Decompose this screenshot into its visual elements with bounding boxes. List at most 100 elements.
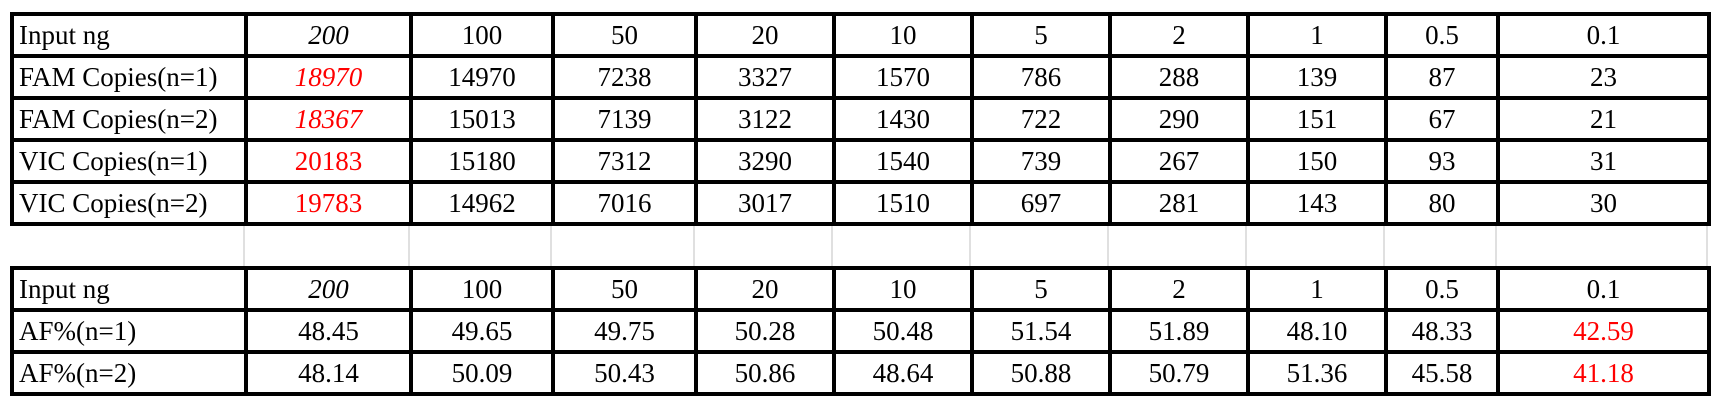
row-label-cell: FAM Copies(n=2) bbox=[10, 96, 248, 142]
value-cell: 7139 bbox=[551, 96, 698, 142]
value-cell: 7312 bbox=[551, 138, 698, 184]
value-cell: 51.36 bbox=[1246, 350, 1388, 396]
value-cell: 31 bbox=[1496, 138, 1711, 184]
value-cell: 23 bbox=[1496, 54, 1711, 100]
header-cell: 1 bbox=[1246, 266, 1388, 312]
header-cell: 10 bbox=[832, 12, 974, 58]
row-label-cell: AF%(n=2) bbox=[10, 350, 248, 396]
allele-fraction-table: Input ng 200 100 50 20 10 5 2 1 0.5 0.1 … bbox=[10, 266, 1711, 396]
gridline bbox=[693, 226, 695, 266]
value-cell: 51.89 bbox=[1108, 308, 1250, 354]
value-cell: 48.14 bbox=[244, 350, 413, 396]
table-row-vic-n2: VIC Copies(n=2) 19783 14962 7016 3017 15… bbox=[10, 180, 1711, 226]
header-cell: 20 bbox=[694, 12, 836, 58]
row-label-cell: FAM Copies(n=1) bbox=[10, 54, 248, 100]
header-cell: 5 bbox=[970, 266, 1112, 312]
gridline bbox=[243, 226, 245, 266]
value-cell: 48.45 bbox=[244, 308, 413, 354]
input-ng-header: Input ng bbox=[10, 266, 248, 312]
value-cell: 739 bbox=[970, 138, 1112, 184]
row-label-cell: VIC Copies(n=1) bbox=[10, 138, 248, 184]
header-cell: 200 bbox=[244, 266, 413, 312]
value-cell: 3327 bbox=[694, 54, 836, 100]
header-cell: 2 bbox=[1108, 266, 1250, 312]
value-cell: 51.54 bbox=[970, 308, 1112, 354]
value-cell: 50.86 bbox=[694, 350, 836, 396]
value-cell: 87 bbox=[1384, 54, 1500, 100]
gridline bbox=[1245, 226, 1247, 266]
value-cell: 21 bbox=[1496, 96, 1711, 142]
value-cell: 45.58 bbox=[1384, 350, 1500, 396]
value-cell: 151 bbox=[1246, 96, 1388, 142]
value-cell: 3290 bbox=[694, 138, 836, 184]
value-cell: 143 bbox=[1246, 180, 1388, 226]
spreadsheet-view: Input ng 200 100 50 20 10 5 2 1 0.5 0.1 … bbox=[10, 12, 1711, 396]
value-cell: 42.59 bbox=[1496, 308, 1711, 354]
gridline bbox=[1107, 226, 1109, 266]
value-cell: 1430 bbox=[832, 96, 974, 142]
value-cell: 50.28 bbox=[694, 308, 836, 354]
value-cell: 50.43 bbox=[551, 350, 698, 396]
gridline bbox=[969, 226, 971, 266]
value-cell: 150 bbox=[1246, 138, 1388, 184]
gridline bbox=[1706, 226, 1708, 266]
value-cell: 41.18 bbox=[1496, 350, 1711, 396]
header-cell: 50 bbox=[551, 12, 698, 58]
value-cell: 93 bbox=[1384, 138, 1500, 184]
value-cell: 14970 bbox=[409, 54, 555, 100]
spreadsheet-gap-row bbox=[10, 226, 1710, 266]
table-row-fam-n2: FAM Copies(n=2) 18367 15013 7139 3122 14… bbox=[10, 96, 1711, 142]
value-cell: 80 bbox=[1384, 180, 1500, 226]
table-row-vic-n1: VIC Copies(n=1) 20183 15180 7312 3290 15… bbox=[10, 138, 1711, 184]
value-cell: 7016 bbox=[551, 180, 698, 226]
value-cell: 7238 bbox=[551, 54, 698, 100]
copies-table: Input ng 200 100 50 20 10 5 2 1 0.5 0.1 … bbox=[10, 12, 1711, 226]
value-cell: 722 bbox=[970, 96, 1112, 142]
value-cell: 18367 bbox=[244, 96, 413, 142]
value-cell: 786 bbox=[970, 54, 1112, 100]
value-cell: 290 bbox=[1108, 96, 1250, 142]
value-cell: 1570 bbox=[832, 54, 974, 100]
value-cell: 3017 bbox=[694, 180, 836, 226]
value-cell: 697 bbox=[970, 180, 1112, 226]
value-cell: 3122 bbox=[694, 96, 836, 142]
value-cell: 50.09 bbox=[409, 350, 555, 396]
table-row-af-n2: AF%(n=2) 48.14 50.09 50.43 50.86 48.64 5… bbox=[10, 350, 1711, 396]
value-cell: 49.65 bbox=[409, 308, 555, 354]
header-cell: 0.1 bbox=[1496, 12, 1711, 58]
value-cell: 14962 bbox=[409, 180, 555, 226]
input-ng-header: Input ng bbox=[10, 12, 248, 58]
value-cell: 1510 bbox=[832, 180, 974, 226]
header-cell: 5 bbox=[970, 12, 1112, 58]
header-cell: 0.1 bbox=[1496, 266, 1711, 312]
value-cell: 48.10 bbox=[1246, 308, 1388, 354]
table-row-header: Input ng 200 100 50 20 10 5 2 1 0.5 0.1 bbox=[10, 266, 1711, 312]
value-cell: 281 bbox=[1108, 180, 1250, 226]
row-label-cell: AF%(n=1) bbox=[10, 308, 248, 354]
header-cell: 50 bbox=[551, 266, 698, 312]
gridline bbox=[831, 226, 833, 266]
value-cell: 20183 bbox=[244, 138, 413, 184]
table-row-header: Input ng 200 100 50 20 10 5 2 1 0.5 0.1 bbox=[10, 12, 1711, 58]
header-cell: 100 bbox=[409, 12, 555, 58]
gridline bbox=[1383, 226, 1385, 266]
header-cell: 0.5 bbox=[1384, 12, 1500, 58]
header-cell: 20 bbox=[694, 266, 836, 312]
value-cell: 18970 bbox=[244, 54, 413, 100]
header-cell: 200 bbox=[244, 12, 413, 58]
value-cell: 1540 bbox=[832, 138, 974, 184]
value-cell: 48.64 bbox=[832, 350, 974, 396]
value-cell: 15180 bbox=[409, 138, 555, 184]
value-cell: 67 bbox=[1384, 96, 1500, 142]
value-cell: 49.75 bbox=[551, 308, 698, 354]
value-cell: 19783 bbox=[244, 180, 413, 226]
table-row-af-n1: AF%(n=1) 48.45 49.65 49.75 50.28 50.48 5… bbox=[10, 308, 1711, 354]
value-cell: 50.88 bbox=[970, 350, 1112, 396]
header-cell: 0.5 bbox=[1384, 266, 1500, 312]
value-cell: 139 bbox=[1246, 54, 1388, 100]
row-label-cell: VIC Copies(n=2) bbox=[10, 180, 248, 226]
gridline bbox=[1495, 226, 1497, 266]
header-cell: 100 bbox=[409, 266, 555, 312]
gridline bbox=[550, 226, 552, 266]
table-row-fam-n1: FAM Copies(n=1) 18970 14970 7238 3327 15… bbox=[10, 54, 1711, 100]
